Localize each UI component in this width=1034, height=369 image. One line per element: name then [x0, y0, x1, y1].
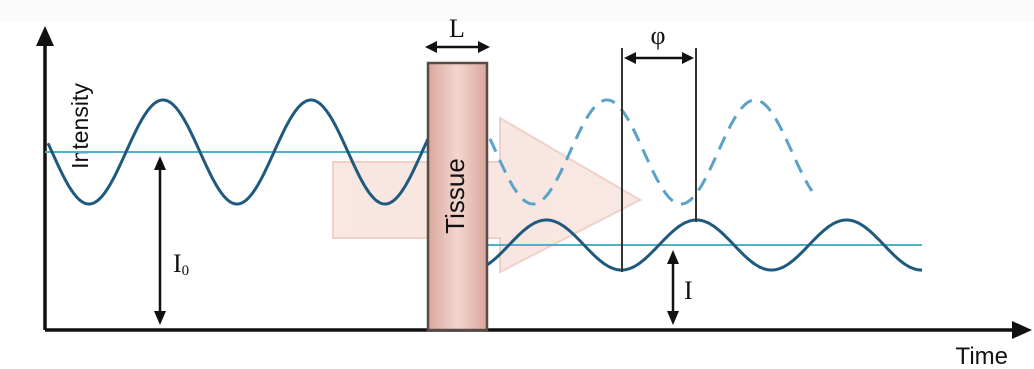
- y-axis-arrowhead: [36, 26, 54, 46]
- unattenuated-wave: [488, 98, 814, 206]
- background-decoration: [0, 0, 1034, 22]
- x-axis-label: Time: [956, 343, 1008, 369]
- incident-intensity-label: I0: [173, 249, 189, 279]
- x-axis-arrowhead: [1012, 321, 1032, 339]
- transmitted-intensity-label: I: [684, 276, 693, 305]
- y-axis-label: Intensity: [67, 83, 93, 169]
- thickness-marker: [425, 41, 490, 53]
- tissue-block: [426, 61, 489, 332]
- tissue-label: Tissue: [440, 158, 470, 234]
- incident-intensity-marker: [154, 156, 166, 325]
- phase-shift-marker: [624, 52, 694, 64]
- phase-shift-label: φ: [650, 21, 665, 50]
- incident-wave: [46, 98, 432, 206]
- transmitted-wave: [486, 218, 922, 272]
- thickness-label: L: [449, 14, 465, 43]
- transmitted-intensity-marker: [667, 250, 679, 325]
